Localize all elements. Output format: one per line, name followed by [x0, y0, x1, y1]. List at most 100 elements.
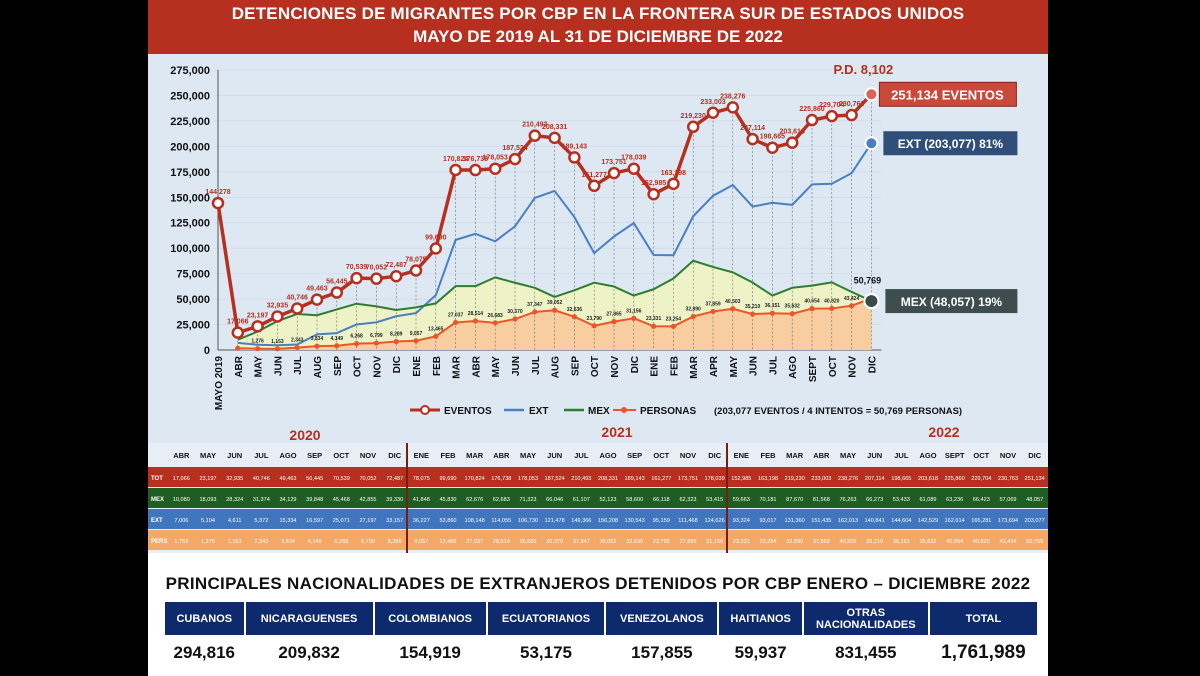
- y-tick-label: 250,000: [170, 90, 210, 102]
- x-tick-label: OCT: [828, 356, 839, 377]
- table-cell: 140,841: [865, 518, 885, 524]
- personas-data-label: 6,799: [370, 333, 383, 339]
- ext-callout-label: EXT (203,077) 81%: [898, 137, 1004, 151]
- personas-data-label: 13,465: [428, 326, 444, 332]
- table-cell: 40,654: [946, 539, 963, 545]
- personas-point: [552, 307, 558, 313]
- personas-point: [829, 305, 835, 312]
- table-column-header: MAY: [520, 451, 536, 460]
- table-cell: 66,273: [866, 497, 883, 503]
- eventos-data-label: 72,487: [385, 262, 407, 269]
- x-tick-label: JUL: [531, 356, 542, 375]
- personas-point: [472, 318, 478, 324]
- table-cell: 37,347: [573, 539, 590, 545]
- eventos-data-label: 238,276: [720, 93, 745, 100]
- chart-subtitle: MAYO DE 2019 AL 31 DE DICIEMBRE DE 2022: [413, 27, 783, 46]
- personas-point: [730, 306, 736, 312]
- table-column-header: DIC: [708, 451, 722, 460]
- table-cell: 93,017: [759, 518, 776, 524]
- personas-data-label: 35,210: [745, 304, 761, 310]
- eventos-callout-box: [878, 81, 1017, 107]
- personas-point: [532, 309, 538, 315]
- personas-point: [849, 303, 855, 309]
- eventos-data-label: 187,524: [502, 145, 527, 152]
- personas-data-label: 32,636: [567, 307, 583, 313]
- eventos-point: [805, 113, 819, 127]
- table-column-header: JUL: [894, 451, 909, 460]
- personas-data-label: 37,859: [705, 301, 721, 307]
- table-cell: 43,424: [999, 539, 1016, 545]
- table-cell: 63,236: [946, 497, 963, 503]
- table-cell: 39,052: [599, 539, 616, 545]
- eventos-data-label: 161,277: [582, 172, 607, 179]
- table-cell: 4,611: [228, 518, 242, 524]
- table-cell: 130,543: [625, 518, 645, 524]
- table-cell: 42,855: [359, 497, 376, 503]
- table-cell: 62,676: [466, 497, 483, 503]
- table-column-header: ENE: [734, 451, 749, 460]
- eventos-point: [746, 132, 759, 146]
- table-cell: 144,604: [891, 518, 911, 524]
- eventos-point: [330, 286, 344, 299]
- personas-data-label: 40,503: [725, 299, 741, 305]
- table-cell: 106,730: [518, 518, 538, 524]
- table-column-header: AGO: [599, 451, 616, 460]
- mex-callout-label: MEX (48,057) 19%: [901, 295, 1003, 309]
- table-cell: 32,636: [626, 539, 643, 545]
- x-tick-label: JUN: [511, 356, 522, 376]
- mex-final-point: [863, 293, 880, 310]
- table-column-header: DIC: [388, 451, 402, 460]
- y-tick-label: 275,000: [170, 65, 210, 77]
- table-cell: 66,046: [546, 497, 563, 503]
- x-tick-label: OCT: [590, 356, 601, 377]
- personas-data-label: 37,347: [527, 302, 543, 308]
- eventos-point: [271, 310, 284, 323]
- year-label-2021: 2021: [601, 424, 632, 440]
- table-column-header: JUL: [254, 451, 269, 460]
- year-label-2022: 2022: [928, 424, 959, 440]
- y-tick-label: 100,000: [170, 243, 210, 255]
- table-cell: 45,468: [333, 497, 350, 503]
- table-cell: 81,568: [813, 497, 830, 503]
- eventos-data-label: 198,665: [760, 134, 785, 141]
- chart-area: [148, 54, 1048, 443]
- eventos-point: [488, 162, 502, 175]
- legend-personas-marker: [621, 407, 627, 413]
- eventos-final-point: [864, 87, 879, 102]
- personas-data-label: 23,331: [646, 316, 662, 322]
- table-cell: 229,704: [971, 476, 991, 482]
- header-nicaraguenses: NICARAGUENSES: [245, 602, 373, 635]
- table-cell: 23,254: [759, 539, 776, 545]
- table-cell: 56,445: [306, 476, 323, 482]
- table-cell: 53,860: [439, 518, 456, 524]
- table-column-header: DIC: [1028, 451, 1042, 460]
- table-cell: 203,618: [918, 476, 938, 482]
- table-cell: 23,790: [653, 539, 670, 545]
- personas-point: [769, 310, 776, 316]
- x-tick-label: SEP: [333, 356, 344, 376]
- personas-point: [492, 320, 498, 326]
- table-column-header: JUN: [867, 451, 882, 460]
- header-haitianos: HAITIANOS: [719, 602, 802, 635]
- x-tick-label: MAY: [729, 356, 740, 378]
- eventos-point: [231, 326, 245, 339]
- table-cell: 7,006: [174, 518, 188, 524]
- eventos-data-label: 176,738: [463, 156, 488, 163]
- x-tick-label: MAY: [254, 356, 265, 378]
- x-tick-label: AUG: [313, 356, 324, 378]
- eventos-data-label: 163,198: [661, 170, 686, 177]
- table-cell: 34,129: [279, 497, 296, 503]
- table-column-header: FEB: [441, 451, 457, 460]
- personas-point: [591, 323, 597, 329]
- table-cell: 36,227: [413, 518, 430, 524]
- table-cell: 53,415: [706, 497, 723, 503]
- table-cell: 149,366: [571, 518, 591, 524]
- eventos-point: [845, 108, 858, 122]
- table-column-header: MAR: [786, 451, 804, 460]
- x-tick-label: FEB: [432, 356, 443, 376]
- x-tick-label: MAY: [491, 356, 502, 378]
- legend-note: (203,077 EVENTOS / 4 INTENTOS = 50,769 P…: [714, 406, 962, 417]
- personas-data-label: 1,153: [271, 339, 284, 345]
- eventos-point: [389, 269, 403, 283]
- table-cell: 33,157: [386, 518, 403, 524]
